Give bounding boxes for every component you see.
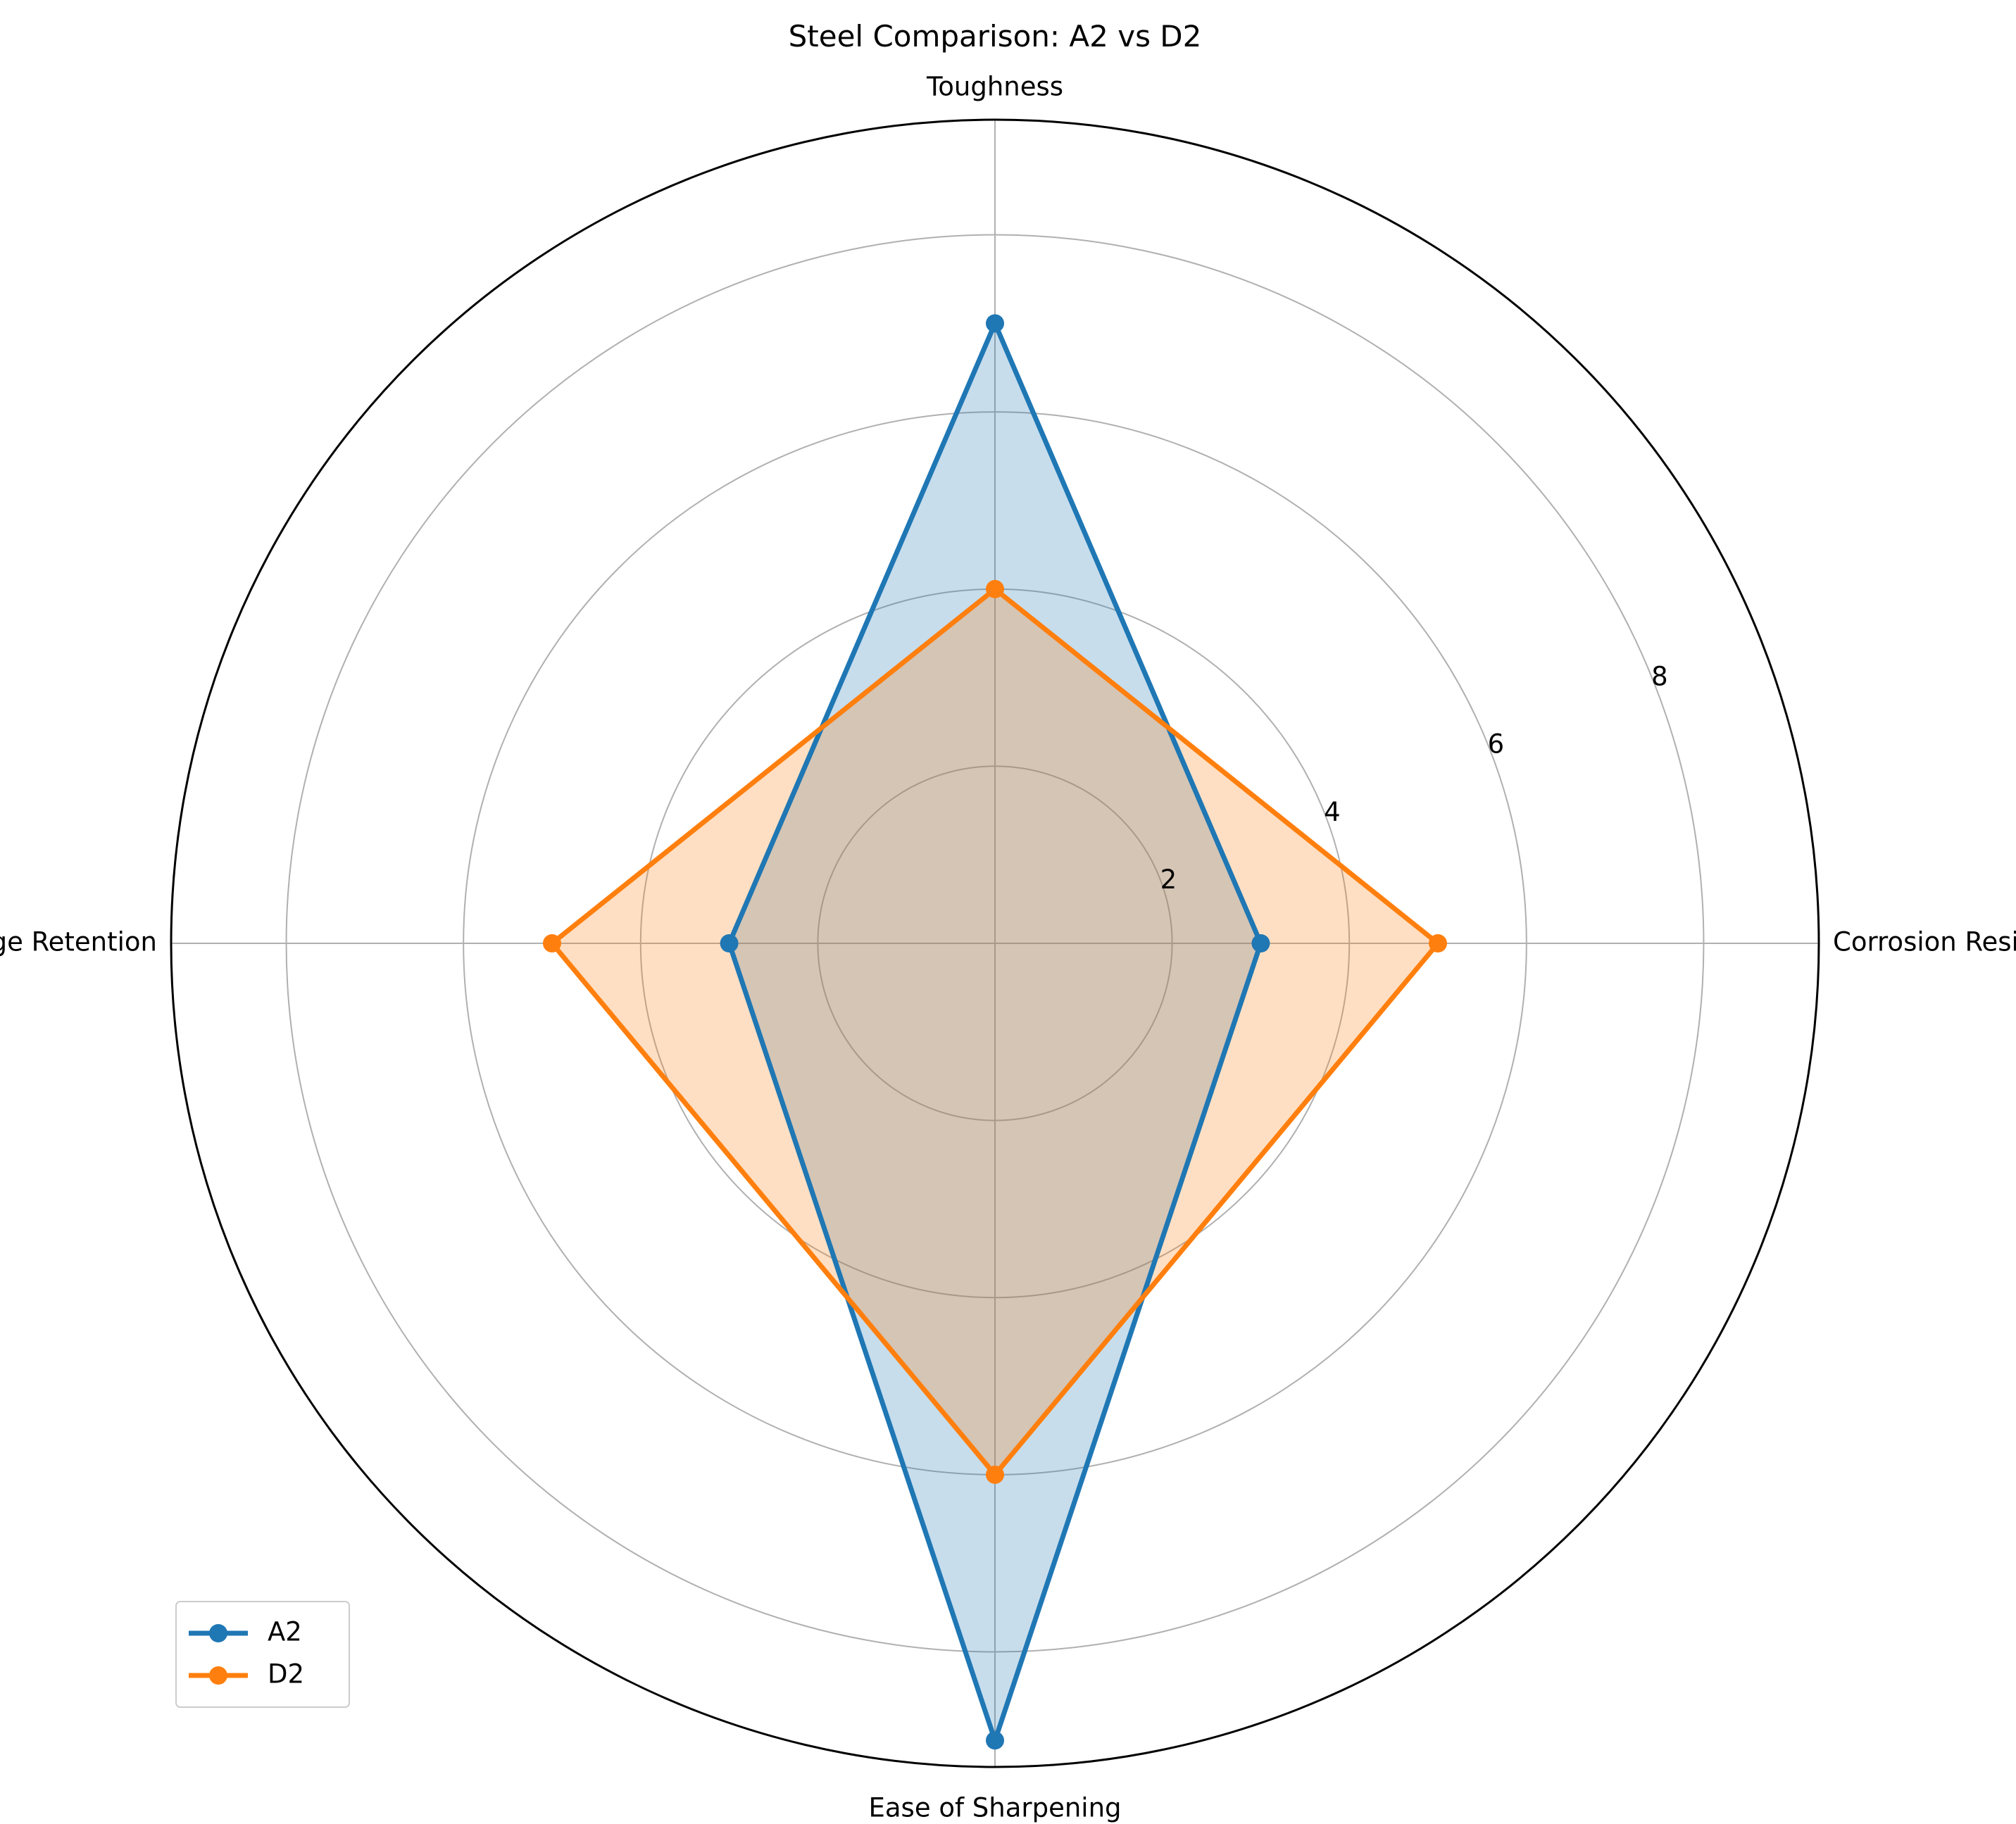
series-fills <box>552 323 1438 1741</box>
data-point-a2-0 <box>1251 934 1270 952</box>
data-point-d2-1 <box>986 579 1004 598</box>
axis-label: Ease of Sharpening <box>868 1793 1121 1823</box>
r-tick-label: 6 <box>1488 729 1505 760</box>
legend-marker-d2 <box>209 1666 227 1685</box>
legend-label-d2: D2 <box>268 1659 304 1690</box>
polar-frame <box>170 118 1820 1768</box>
series-fill-a2 <box>729 323 1261 1741</box>
data-point-d2-3 <box>986 1465 1004 1484</box>
data-point-a2-1 <box>986 314 1004 333</box>
axis-labels: Corrosion Resistance Toughness Edge Retent… <box>0 72 2016 1823</box>
r-tick-label: 2 <box>1160 864 1177 895</box>
legend-box <box>175 1601 350 1708</box>
data-point-a2-2 <box>720 934 739 952</box>
axis-label: Corrosion Resistance <box>1833 927 2016 957</box>
r-tick-label: 8 <box>1651 661 1668 691</box>
data-point-a2-3 <box>986 1731 1004 1750</box>
legend-label-a2: A2 <box>268 1617 302 1647</box>
radial-tick-labels: 2 4 6 8 <box>1160 661 1668 895</box>
legend-marker-a2 <box>209 1624 227 1642</box>
series-fill-d2 <box>552 589 1438 1475</box>
chart-title: Steel Comparison: A2 vs D2 <box>789 19 1202 54</box>
data-point-d2-0 <box>1429 934 1448 952</box>
axis-label: Edge Retention <box>0 927 157 957</box>
series-markers <box>542 314 1448 1750</box>
r-tick-label: 4 <box>1324 797 1341 827</box>
data-point-d2-2 <box>542 934 561 952</box>
axis-label: Toughness <box>926 72 1063 102</box>
